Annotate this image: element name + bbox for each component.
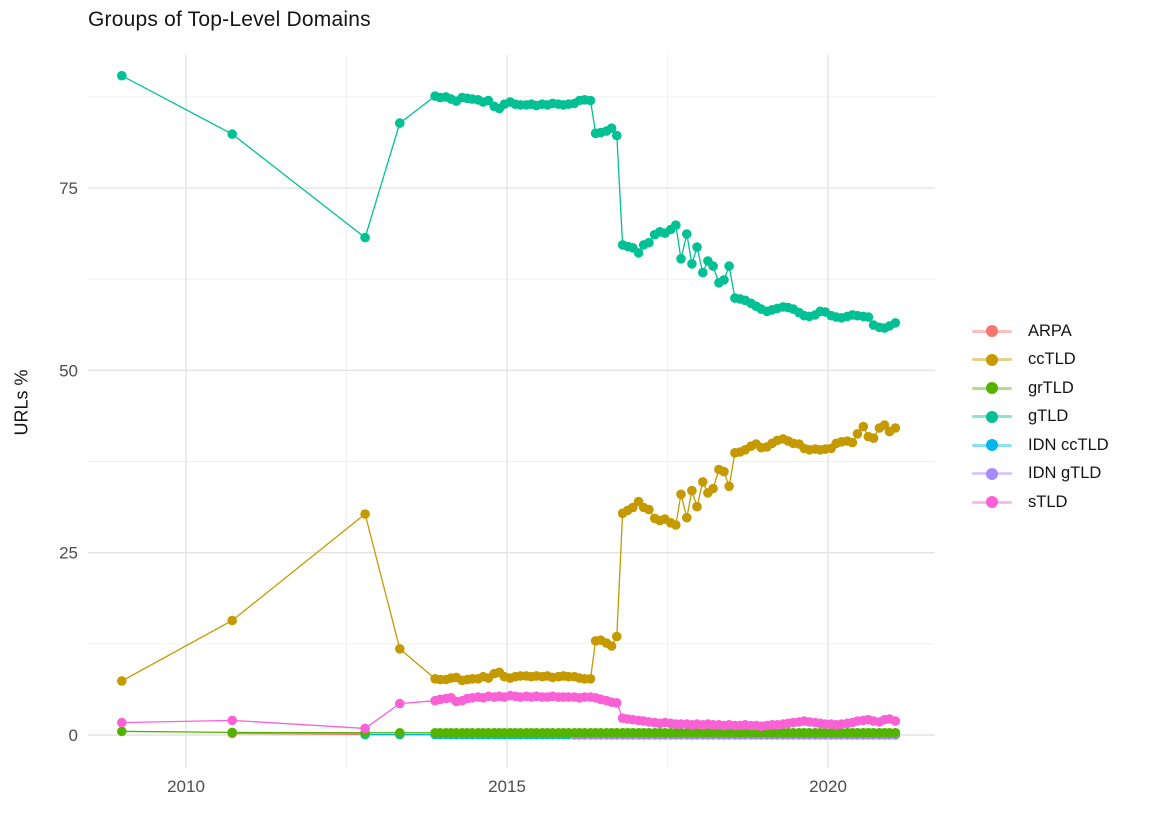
legend-swatch-idn-gtld-icon — [972, 465, 1012, 483]
legend-dot-idn-cctld — [986, 439, 998, 451]
series-point-gtld — [612, 130, 622, 141]
series-point-grtld — [395, 728, 405, 738]
y-axis-tick-50: 50 — [59, 361, 78, 380]
series-point-cctld — [858, 421, 869, 432]
series-point-cctld — [395, 644, 405, 654]
legend-item-stld: sTLD — [972, 493, 1109, 511]
series-point-grtld — [117, 726, 127, 737]
series-point-gtld — [687, 259, 697, 269]
x-axis-tick-2010: 2010 — [167, 777, 205, 796]
series-point-cctld — [671, 520, 681, 530]
series-point-grtld — [890, 728, 901, 738]
series-point-gtld — [692, 242, 702, 252]
series-point-cctld — [692, 501, 702, 512]
series-point-cctld — [585, 674, 596, 684]
legend-label-idn-cctld: IDN ccTLD — [1028, 435, 1109, 454]
series-point-cctld — [628, 502, 638, 513]
legend-item-arpa: ARPA — [972, 322, 1109, 340]
series-point-gtld — [644, 237, 654, 248]
y-axis-tick-75: 75 — [59, 179, 78, 198]
series-point-cctld — [708, 483, 718, 494]
series-point-gtld — [890, 318, 901, 328]
series-point-cctld — [682, 512, 692, 523]
legend-swatch-grtld-icon — [972, 379, 1012, 397]
legend-item-idn-gtld: IDN gTLD — [972, 464, 1109, 483]
series-point-gtld — [483, 95, 494, 106]
series-point-stld — [227, 715, 237, 726]
series-point-gtld — [682, 229, 692, 239]
series-point-cctld — [606, 641, 617, 651]
x-axis-tick-2020: 2020 — [809, 777, 847, 796]
legend-label-grtld: grTLD — [1028, 378, 1074, 397]
series-point-gtld — [117, 70, 127, 81]
series-point-cctld — [890, 423, 901, 433]
series-point-gtld — [719, 275, 729, 285]
series-point-stld — [360, 723, 370, 734]
y-axis-tick-0: 0 — [69, 726, 78, 745]
series-point-cctld — [227, 615, 237, 626]
series-point-gtld — [676, 253, 686, 264]
legend-dot-gtld — [986, 410, 998, 423]
legend-dot-arpa — [986, 325, 998, 337]
legend-label-gtld: gTLD — [1028, 407, 1069, 425]
series-point-gtld — [708, 261, 718, 271]
series-point-gtld — [360, 232, 370, 243]
legend-dot-stld — [986, 496, 998, 508]
legend: ARPA ccTLD grTLD gTLD IDN ccTLD IDN gTLD sTLD — [972, 322, 1109, 511]
series-point-gtld — [724, 261, 734, 271]
series-point-gtld — [227, 129, 237, 139]
series-point-grtld — [227, 727, 237, 738]
series-point-stld — [395, 698, 405, 709]
x-axis-tick-2015: 2015 — [488, 777, 526, 796]
legend-item-cctld: ccTLD — [972, 350, 1109, 369]
series-point-cctld — [698, 477, 708, 487]
y-axis-tick-25: 25 — [59, 544, 78, 563]
legend-label-cctld: ccTLD — [1028, 350, 1076, 368]
series-point-cctld — [868, 433, 879, 444]
series-point-gtld — [633, 248, 644, 258]
legend-swatch-stld-icon — [972, 493, 1012, 511]
legend-item-grtld: grTLD — [972, 379, 1109, 397]
legend-swatch-idn-cctld-icon — [972, 436, 1012, 454]
legend-item-idn-cctld: IDN ccTLD — [972, 436, 1109, 454]
legend-label-idn-gtld: IDN gTLD — [1028, 464, 1102, 482]
series-point-stld — [117, 717, 127, 728]
series-line-arpa — [232, 732, 366, 735]
series-point-cctld — [724, 481, 734, 492]
series-line-gtld — [121, 75, 896, 329]
legend-swatch-cctld-icon — [972, 351, 1012, 369]
series-point-gtld — [585, 95, 596, 106]
legend-label-arpa: ARPA — [1028, 321, 1072, 340]
series-point-gtld — [606, 123, 617, 133]
series-point-cctld — [847, 437, 858, 448]
legend-swatch-gtld-icon — [972, 408, 1012, 426]
series-point-gtld — [395, 118, 405, 128]
legend-item-gtld: gTLD — [972, 407, 1109, 426]
series-point-cctld — [676, 489, 686, 500]
legend-swatch-arpa-icon — [972, 322, 1012, 340]
series-point-cctld — [644, 504, 654, 515]
series-point-cctld — [360, 509, 370, 519]
series-point-stld — [890, 716, 901, 726]
series-point-cctld — [879, 420, 890, 430]
series-point-gtld — [698, 267, 708, 278]
legend-dot-cctld — [986, 353, 998, 366]
series-point-cctld — [852, 429, 863, 439]
series-point-stld — [612, 698, 622, 708]
chart-title: Groups of Top-Level Domains — [88, 8, 371, 31]
series-point-cctld — [719, 466, 729, 477]
series-point-gtld — [671, 220, 681, 230]
series-point-gtld — [863, 312, 874, 322]
legend-label-stld: sTLD — [1028, 492, 1068, 511]
series-point-cctld — [612, 631, 622, 642]
series-point-cctld — [117, 676, 127, 686]
legend-dot-grtld — [986, 382, 998, 394]
series-point-cctld — [687, 485, 697, 496]
legend-dot-idn-gtld — [986, 467, 998, 480]
